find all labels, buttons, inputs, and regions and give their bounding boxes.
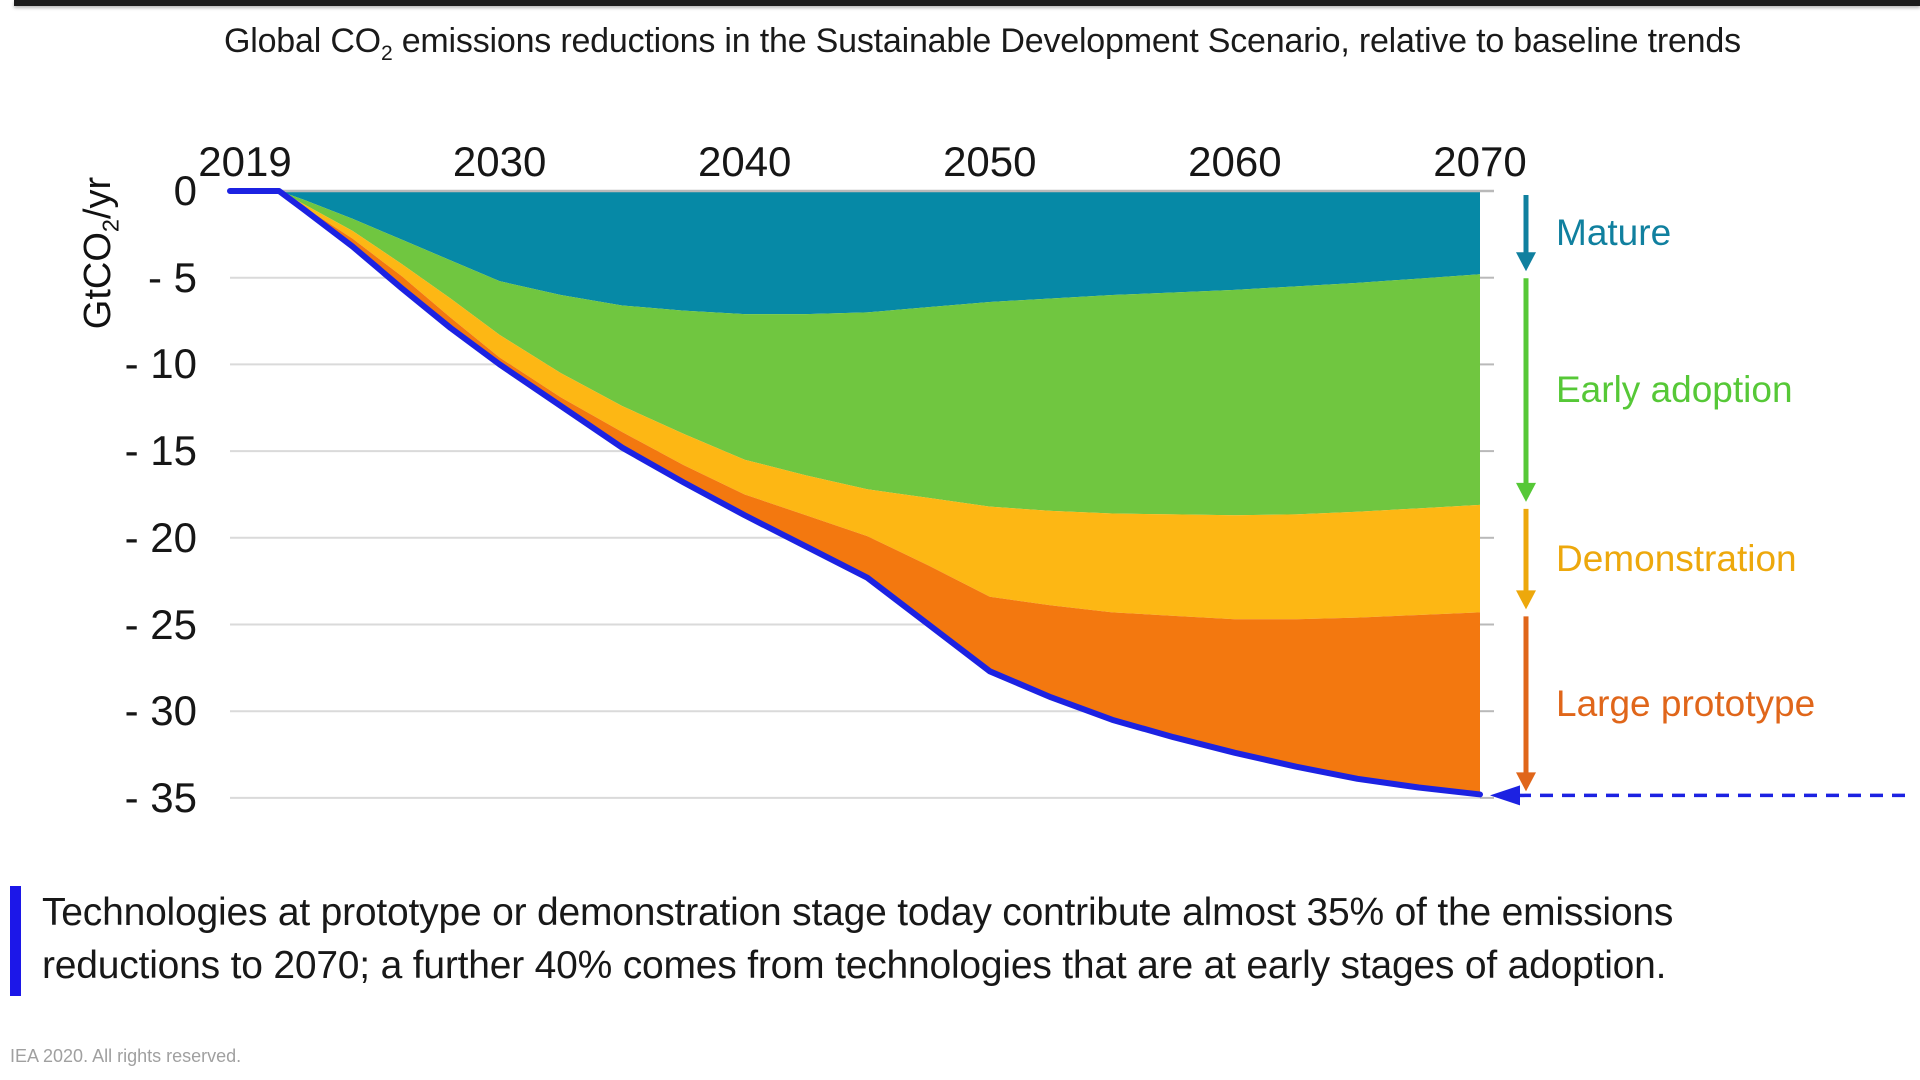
legend-label-demonstration: Demonstration [1556, 538, 1797, 579]
legend-label-mature: Mature [1556, 212, 1672, 253]
y-tick-label: 0 [173, 167, 197, 214]
caption-accent-bar [10, 886, 21, 996]
y-tick-label: - 20 [124, 514, 197, 561]
y-tick-label: - 25 [124, 601, 197, 648]
target-arrowhead-icon [1490, 785, 1520, 806]
caption-block: Technologies at prototype or demonstrati… [10, 886, 1673, 996]
y-tick-label: - 5 [147, 254, 197, 301]
legend-arrowhead-demonstration-icon [1516, 590, 1536, 610]
area-large-prototype [230, 191, 1480, 795]
title-co2-subscript: 2 [380, 41, 393, 65]
legend-arrowhead-large-prototype-icon [1516, 772, 1536, 792]
legend-label-early-adoption: Early adoption [1556, 369, 1793, 410]
y-tick-label: - 10 [124, 340, 197, 387]
y-tick-label: - 15 [124, 427, 197, 474]
x-tick-label: 2050 [943, 138, 1037, 185]
top-bar [14, 0, 1920, 6]
x-tick-label: 2030 [452, 138, 547, 185]
legend-label-large-prototype: Large prototype [1556, 683, 1816, 724]
title-post: emissions reductions in the Sustainable … [392, 22, 1741, 60]
total-reduction-line [227, 188, 1483, 798]
caption-line-2: reductions to 2070; a further 40% comes … [42, 944, 1667, 987]
footnote-copyright: IEA 2020. All rights reserved. [10, 1046, 242, 1066]
y-tick-label: - 30 [124, 687, 197, 734]
x-tick-label: 2040 [697, 138, 792, 185]
caption-line-1: Technologies at prototype or demonstrati… [42, 891, 1674, 934]
legend-arrowhead-mature-icon [1516, 252, 1536, 272]
x-tick-label: 2019 [198, 138, 292, 185]
area-mature [230, 191, 1480, 315]
title-pre: Global CO [224, 22, 381, 60]
area-demonstration [230, 191, 1480, 620]
area-early-adoption [230, 191, 1480, 516]
caption-text: Technologies at prototype or demonstrati… [42, 886, 1673, 996]
page-title: Global CO2 emissions reductions in the S… [224, 22, 1741, 66]
y-tick-label: - 35 [124, 774, 197, 821]
x-tick-label: 2060 [1188, 138, 1282, 185]
x-tick-label: 2070 [1433, 138, 1527, 185]
legend-arrowhead-early-adoption-icon [1516, 482, 1536, 502]
